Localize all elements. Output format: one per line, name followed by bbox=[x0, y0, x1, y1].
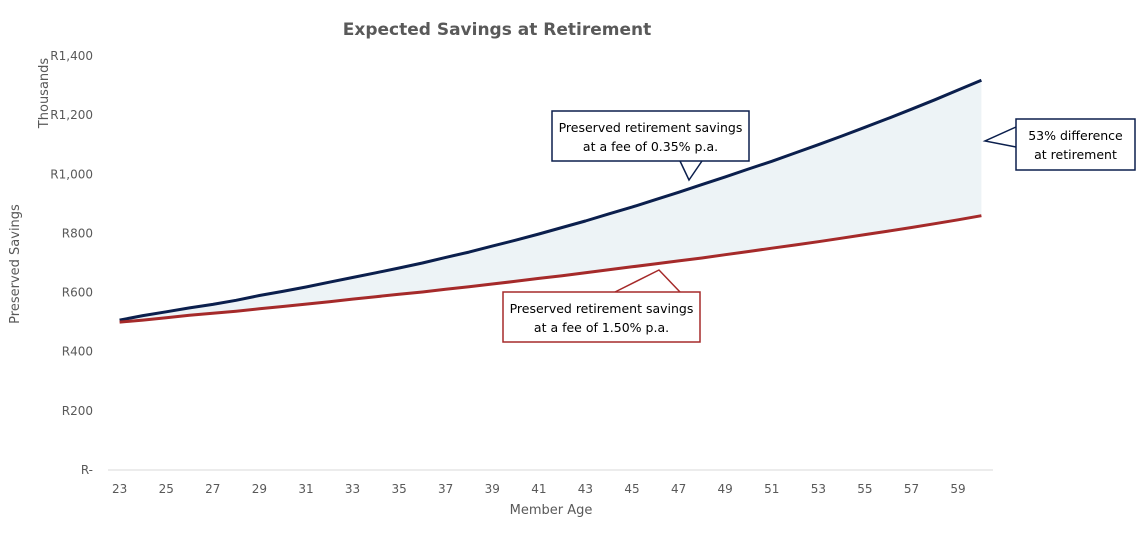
x-tick-label: 49 bbox=[718, 482, 733, 496]
difference-area bbox=[119, 80, 982, 323]
y-unit-label: Thousands bbox=[37, 58, 52, 130]
callout-low-fee-text: at a fee of 0.35% p.a. bbox=[583, 139, 718, 154]
x-tick-label: 43 bbox=[578, 482, 593, 496]
callout-high-fee-text: Preserved retirement savings bbox=[510, 301, 694, 316]
y-tick-label: R1,000 bbox=[50, 167, 93, 181]
x-tick-label: 39 bbox=[485, 482, 500, 496]
callout-low-fee-text: Preserved retirement savings bbox=[559, 120, 743, 135]
x-tick-label: 47 bbox=[671, 482, 686, 496]
y-tick-label: R1,400 bbox=[50, 49, 93, 63]
x-tick-label: 59 bbox=[950, 482, 965, 496]
x-tick-label: 55 bbox=[857, 482, 872, 496]
y-axis-label: Preserved Savings bbox=[8, 204, 23, 324]
x-axis-label: Member Age bbox=[510, 503, 593, 518]
x-tick-label: 41 bbox=[531, 482, 546, 496]
y-tick-label: R600 bbox=[62, 286, 93, 300]
x-tick-label: 31 bbox=[298, 482, 313, 496]
y-tick-label: R800 bbox=[62, 226, 93, 240]
x-tick-label: 35 bbox=[391, 482, 406, 496]
callout-difference-text: 53% difference bbox=[1028, 128, 1123, 143]
callout-difference-text: at retirement bbox=[1034, 147, 1117, 162]
x-tick-label: 23 bbox=[112, 482, 127, 496]
x-tick-label: 27 bbox=[205, 482, 220, 496]
y-tick-label: R- bbox=[81, 463, 93, 477]
y-tick-label: R1,200 bbox=[50, 108, 93, 122]
x-tick-label: 57 bbox=[904, 482, 919, 496]
callout-low-fee-box bbox=[551, 110, 750, 162]
callout-low-fee-pointer bbox=[679, 160, 703, 182]
series-line-low-fee bbox=[119, 78, 982, 322]
chart-title: Expected Savings at Retirement bbox=[343, 20, 652, 40]
x-tick-label: 45 bbox=[624, 482, 639, 496]
callout-high-fee-box bbox=[502, 291, 701, 343]
x-tick-label: 29 bbox=[252, 482, 267, 496]
x-tick-label: 51 bbox=[764, 482, 779, 496]
y-tick-label: R200 bbox=[62, 404, 93, 418]
plot-area: R- R200 R400 R600 R800 R1,000 R1,200 R1,400 23 25… bbox=[50, 49, 1136, 496]
series-line-high-fee bbox=[119, 214, 982, 324]
x-tick-label: 33 bbox=[345, 482, 360, 496]
x-tick-label: 53 bbox=[811, 482, 826, 496]
callout-difference-box bbox=[1015, 118, 1136, 171]
x-tick-label: 25 bbox=[159, 482, 174, 496]
callout-high-fee-pointer bbox=[614, 269, 681, 293]
x-tick-label: 37 bbox=[438, 482, 453, 496]
callout-high-fee-text: at a fee of 1.50% p.a. bbox=[534, 320, 669, 335]
y-tick-label: R400 bbox=[62, 345, 93, 359]
callout-difference-pointer bbox=[982, 126, 1017, 148]
